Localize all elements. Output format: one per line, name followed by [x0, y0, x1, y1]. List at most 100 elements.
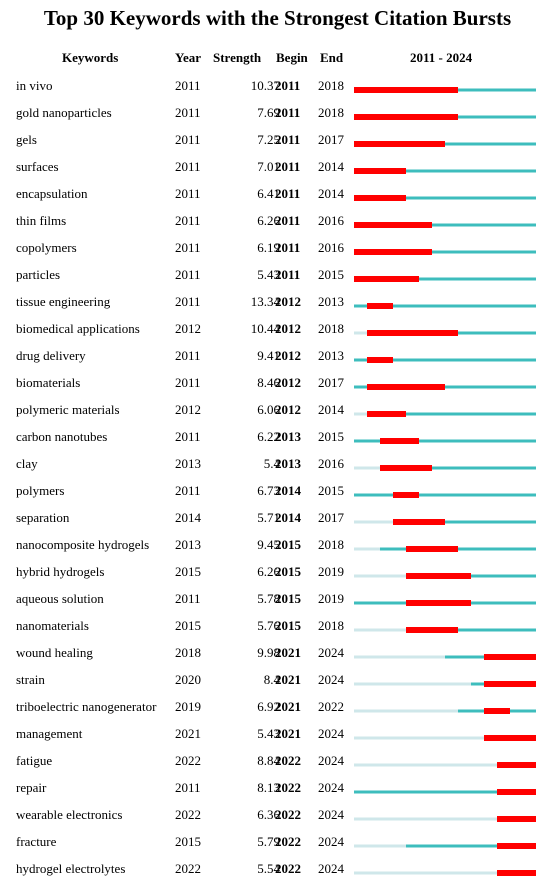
begin-cell: 2011: [275, 105, 301, 120]
timeline-bar: [354, 492, 536, 498]
burst-segment: [354, 222, 432, 228]
end-cell: 2016: [318, 213, 344, 228]
end-cell: 2019: [318, 564, 344, 579]
table-row: hybrid hydrogels 2015 6.26 2015 2019: [0, 558, 555, 585]
year-cell: 2011: [175, 159, 201, 174]
end-cell: 2018: [318, 618, 344, 633]
inactive-segment: [354, 736, 484, 740]
begin-cell: 2021: [275, 726, 301, 741]
keyword-cell: hybrid hydrogels: [16, 564, 105, 579]
burst-segment: [354, 141, 445, 147]
burst-segment: [393, 492, 419, 498]
begin-cell: 2012: [275, 402, 301, 417]
begin-cell: 2021: [275, 645, 301, 660]
keyword-cell: nanomaterials: [16, 618, 89, 633]
year-cell: 2020: [175, 672, 201, 687]
end-cell: 2017: [318, 510, 344, 525]
timeline-bar: [354, 600, 536, 606]
end-cell: 2017: [318, 375, 344, 390]
keyword-cell: drug delivery: [16, 348, 86, 363]
table-row: thin films 2011 6.26 2011 2016: [0, 207, 555, 234]
begin-cell: 2022: [275, 861, 301, 876]
timeline-bar: [354, 843, 536, 849]
burst-segment: [406, 627, 458, 633]
year-cell: 2019: [175, 699, 201, 714]
strength-cell: 10.44: [250, 321, 280, 336]
begin-cell: 2011: [275, 186, 301, 201]
year-cell: 2011: [175, 483, 201, 498]
timeline-bar: [354, 330, 536, 336]
burst-segment: [497, 843, 536, 849]
year-cell: 2011: [175, 240, 201, 255]
table-row: clay 2013 5.4 2013 2016: [0, 450, 555, 477]
end-cell: 2019: [318, 591, 344, 606]
timeline-bar: [354, 87, 536, 93]
begin-cell: 2021: [275, 672, 301, 687]
keyword-cell: gels: [16, 132, 37, 147]
keyword-cell: hydrogel electrolytes: [16, 861, 126, 876]
burst-segment: [497, 762, 536, 768]
begin-cell: 2022: [275, 807, 301, 822]
burst-segment: [484, 708, 510, 714]
year-cell: 2011: [175, 591, 201, 606]
end-cell: 2014: [318, 159, 344, 174]
strength-cell: 9.98: [257, 645, 280, 660]
year-cell: 2011: [175, 186, 201, 201]
inactive-segment: [354, 763, 497, 767]
keyword-cell: surfaces: [16, 159, 59, 174]
begin-cell: 2015: [275, 591, 301, 606]
inactive-segment: [354, 682, 471, 686]
end-cell: 2013: [318, 294, 344, 309]
active-segment: [406, 628, 536, 632]
strength-cell: 9.41: [257, 348, 280, 363]
year-cell: 2014: [175, 510, 201, 525]
keyword-cell: nanocomposite hydrogels: [16, 537, 150, 552]
end-cell: 2024: [318, 645, 344, 660]
keyword-cell: tissue engineering: [16, 294, 111, 309]
timeline-bar: [354, 411, 536, 417]
year-cell: 2022: [175, 807, 201, 822]
active-segment: [354, 277, 536, 281]
strength-cell: 6.19: [257, 240, 280, 255]
header-begin: Begin: [276, 50, 308, 65]
keyword-cell: encapsulation: [16, 186, 88, 201]
inactive-segment: [354, 466, 380, 470]
inactive-segment: [354, 547, 380, 551]
burst-segment: [406, 573, 471, 579]
keyword-cell: separation: [16, 510, 70, 525]
timeline-bar: [354, 357, 536, 363]
year-cell: 2013: [175, 456, 201, 471]
active-segment: [354, 493, 536, 497]
burst-segment: [484, 681, 536, 687]
keyword-cell: particles: [16, 267, 61, 282]
end-cell: 2017: [318, 132, 344, 147]
keyword-cell: repair: [16, 780, 47, 795]
begin-cell: 2012: [275, 375, 301, 390]
end-cell: 2018: [318, 321, 344, 336]
active-segment: [367, 412, 536, 416]
table-row: nanocomposite hydrogels 2013 9.45 2015 2018: [0, 531, 555, 558]
end-cell: 2024: [318, 672, 344, 687]
inactive-segment: [354, 844, 406, 848]
table-row: encapsulation 2011 6.41 2011 2014: [0, 180, 555, 207]
timeline-bar: [354, 789, 536, 795]
active-segment: [406, 844, 536, 848]
begin-cell: 2011: [275, 213, 301, 228]
table-row: particles 2011 5.43 2011 2015: [0, 261, 555, 288]
strength-cell: 5.79: [257, 834, 280, 849]
header-timeline: 2011 - 2024: [410, 50, 473, 65]
year-cell: 2012: [175, 321, 201, 336]
header-year: Year: [175, 50, 201, 65]
keyword-cell: wound healing: [16, 645, 93, 660]
strength-cell: 6.92: [257, 699, 280, 714]
year-cell: 2015: [175, 618, 201, 633]
active-segment: [354, 304, 536, 308]
end-cell: 2024: [318, 861, 344, 876]
inactive-segment: [354, 628, 406, 632]
year-cell: 2011: [175, 780, 201, 795]
table-row: strain 2020 8.4 2021 2024: [0, 666, 555, 693]
inactive-segment: [354, 412, 367, 416]
timeline-bar: [354, 654, 536, 660]
timeline-bar: [354, 627, 536, 633]
end-cell: 2014: [318, 186, 344, 201]
